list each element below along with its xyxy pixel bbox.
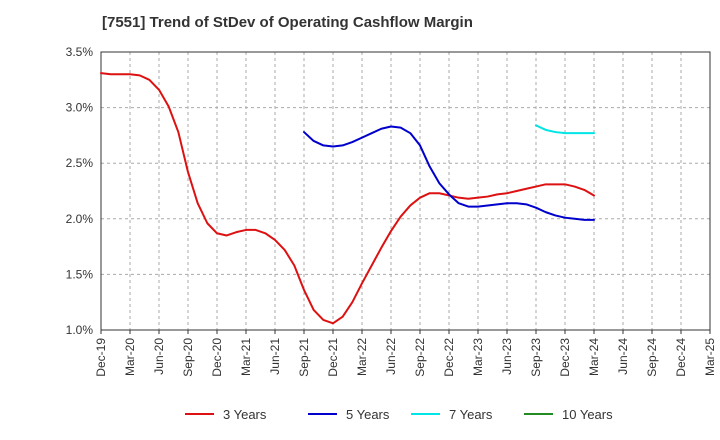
series-layer	[100, 72, 595, 325]
x-tick-label: Mar-25	[703, 338, 717, 376]
x-tick-label: Mar-20	[123, 338, 137, 376]
x-tick-label: Dec-23	[558, 338, 572, 377]
y-tick-label: 3.5%	[66, 45, 94, 59]
x-tick-label: Dec-20	[210, 338, 224, 377]
x-tick-label: Sep-21	[297, 338, 311, 377]
y-tick-label: 2.0%	[66, 212, 94, 226]
x-tick-label: Dec-24	[674, 338, 688, 377]
chart-title: [7551] Trend of StDev of Operating Cashf…	[102, 14, 473, 31]
series-line-3-years	[100, 72, 595, 325]
x-tick-label: Jun-23	[500, 338, 514, 375]
legend-label: 10 Years	[562, 407, 613, 422]
y-tick-label: 1.5%	[66, 267, 94, 281]
legend-label: 5 Years	[346, 407, 390, 422]
y-tick-label: 2.5%	[66, 156, 94, 170]
x-tick-label: Jun-24	[616, 338, 630, 375]
y-tick-label: 1.0%	[66, 323, 94, 337]
x-tick-label: Mar-21	[239, 338, 253, 376]
x-tick-label: Sep-23	[529, 338, 543, 377]
x-tick-label: Sep-22	[413, 338, 427, 377]
grid-layer	[101, 52, 710, 330]
x-tick-label: Dec-19	[94, 338, 108, 377]
x-tick-label: Jun-22	[384, 338, 398, 375]
x-tick-label: Mar-22	[355, 338, 369, 376]
series-line-7-years	[535, 124, 595, 135]
x-tick-label: Dec-22	[442, 338, 456, 377]
legend-label: 3 Years	[223, 407, 267, 422]
axis-layer: 1.0% 1.5% 2.0% 2.5% 3.0% 3.5% Dec-19 Mar-20 Jun-…	[66, 45, 717, 377]
x-tick-label: Mar-24	[587, 338, 601, 376]
x-tick-label: Sep-24	[645, 338, 659, 377]
legend-label: 7 Years	[449, 407, 493, 422]
plot-frame	[100, 51, 711, 331]
legend-layer: 3 Years 5 Years 7 Years 10 Years	[185, 407, 613, 422]
x-tick-label: Sep-20	[181, 338, 195, 377]
y-tick-label: 3.0%	[66, 101, 94, 115]
x-tick-label: Jun-20	[152, 338, 166, 375]
x-tick-label: Mar-23	[471, 338, 485, 376]
x-tick-label: Jun-21	[268, 338, 282, 375]
series-line-5-years	[303, 125, 595, 221]
x-tick-label: Dec-21	[326, 338, 340, 377]
